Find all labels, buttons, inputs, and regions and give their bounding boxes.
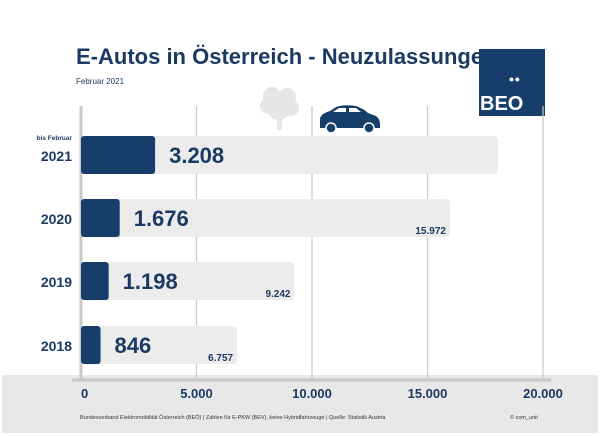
- value-label: 1.676: [134, 206, 189, 231]
- total-label: 15.972: [415, 226, 446, 237]
- x-tick-label: 15.000: [408, 386, 448, 401]
- total-bar: [81, 262, 295, 300]
- value-bar: [81, 262, 109, 300]
- car-icon: [320, 105, 380, 134]
- total-bar: [81, 199, 450, 237]
- value-bar: [81, 326, 101, 364]
- category-label: 2020: [41, 211, 72, 227]
- total-bar: [81, 136, 498, 174]
- copyright: © com_unit: [510, 415, 538, 421]
- x-tick-label: 0: [81, 386, 88, 401]
- tree-icon: [260, 87, 299, 130]
- x-tick-label: 5.000: [180, 386, 213, 401]
- category-note: bis Februar: [37, 135, 73, 142]
- chart-title: E-Autos in Österreich - Neuzulassungen: [76, 44, 497, 69]
- value-label: 1.198: [123, 269, 178, 294]
- logo-dots: ••: [509, 71, 521, 87]
- value-bar: [81, 199, 120, 237]
- value-label: 846: [115, 333, 152, 358]
- total-bar: [81, 326, 238, 364]
- beo-logo: •• BEO: [479, 49, 545, 116]
- category-label: 2021: [41, 148, 72, 164]
- category-label: 2019: [41, 274, 72, 290]
- chart-subtitle: Februar 2021: [76, 77, 125, 86]
- x-tick-label: 10.000: [292, 386, 332, 401]
- total-label: 6.757: [208, 353, 233, 364]
- source-footer: Bundesverband Elektromobilität Österreic…: [80, 415, 386, 421]
- category-label: 2018: [41, 338, 72, 354]
- x-tick-label: 20.000: [523, 386, 563, 401]
- value-label: 3.208: [169, 143, 224, 168]
- total-label: 9.242: [265, 289, 290, 300]
- value-bar: [81, 136, 156, 174]
- footer-band: [2, 375, 598, 433]
- logo-text: BEO: [480, 93, 524, 115]
